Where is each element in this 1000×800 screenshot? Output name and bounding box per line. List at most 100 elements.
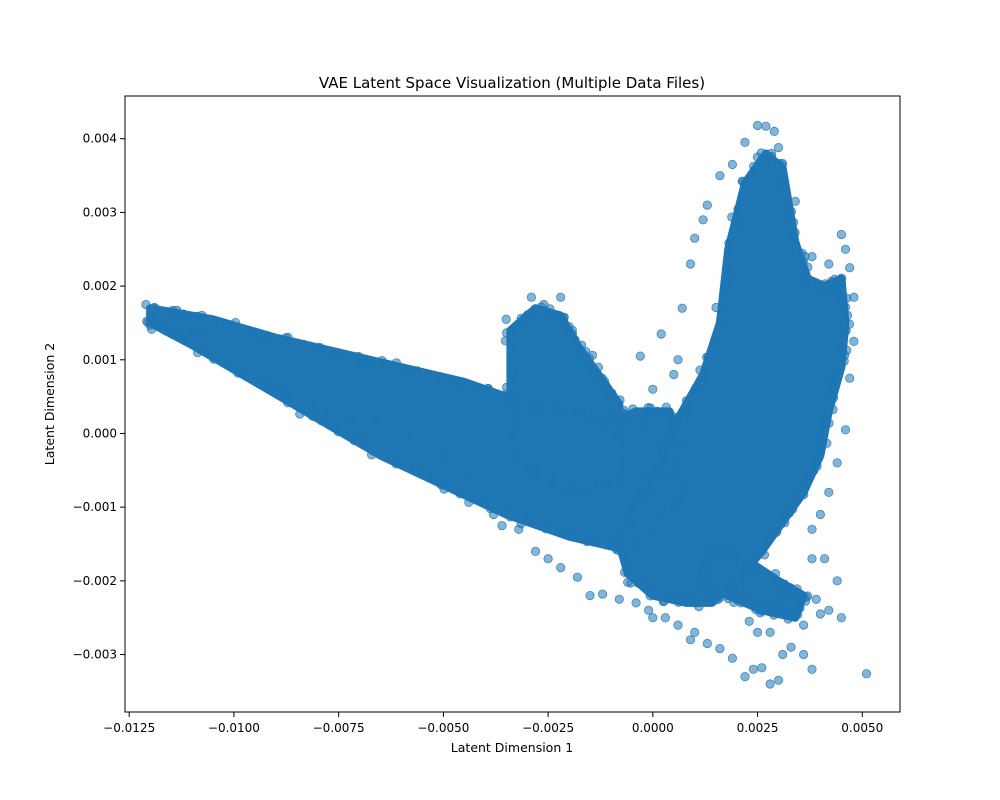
scatter-point bbox=[702, 638, 712, 649]
x-axis-label: Latent Dimension 1 bbox=[451, 740, 573, 755]
scatter-point bbox=[255, 332, 265, 342]
scatter-point bbox=[781, 195, 792, 206]
scatter-point bbox=[470, 382, 480, 392]
scatter-point bbox=[588, 413, 598, 423]
scatter-point bbox=[786, 234, 796, 244]
scatter-point bbox=[405, 432, 415, 442]
scatter-point bbox=[621, 512, 632, 522]
scatter-point bbox=[798, 481, 808, 492]
scatter-point bbox=[501, 505, 512, 516]
scatter-point bbox=[668, 501, 679, 511]
scatter-point bbox=[824, 605, 834, 615]
scatter-point bbox=[314, 342, 325, 352]
scatter-point bbox=[209, 354, 219, 364]
scatter-point bbox=[283, 332, 293, 342]
scatter-point bbox=[501, 314, 511, 324]
scatter-point bbox=[584, 353, 594, 364]
scatter-point bbox=[582, 536, 592, 547]
scatter-point bbox=[833, 290, 843, 300]
scatter-point bbox=[554, 405, 565, 415]
scatter-point bbox=[840, 425, 851, 435]
scatter-point bbox=[530, 546, 541, 557]
scatter-points bbox=[141, 120, 872, 689]
scatter-point bbox=[640, 489, 650, 500]
scatter-point bbox=[501, 382, 512, 392]
scatter-point bbox=[737, 574, 747, 585]
scatter-point bbox=[567, 531, 578, 541]
scatter-point bbox=[815, 609, 826, 619]
scatter-point bbox=[616, 537, 626, 547]
scatter-point bbox=[583, 486, 593, 496]
scatter-point bbox=[768, 529, 778, 539]
scatter-point bbox=[615, 395, 625, 405]
scatter-point bbox=[803, 262, 813, 272]
scatter-point bbox=[832, 576, 842, 586]
scatter-point bbox=[720, 284, 731, 294]
scatter-point bbox=[786, 642, 796, 652]
scatter-point bbox=[724, 238, 734, 248]
scatter-point bbox=[773, 594, 784, 604]
scatter-point bbox=[643, 605, 654, 615]
scatter-point bbox=[727, 159, 738, 170]
scatter-point bbox=[658, 596, 668, 607]
scatter-point bbox=[733, 204, 743, 214]
scatter-point bbox=[612, 431, 622, 441]
scatter-point bbox=[543, 521, 554, 531]
scatter-point bbox=[681, 436, 692, 446]
scatter-point bbox=[824, 418, 834, 428]
scatter-point bbox=[849, 292, 859, 302]
scatter-point bbox=[534, 399, 544, 410]
scatter-point bbox=[628, 404, 638, 414]
x-tick-label: 0.0050 bbox=[841, 721, 883, 735]
scatter-point bbox=[559, 312, 569, 322]
scatter-point bbox=[824, 259, 834, 269]
scatter-point bbox=[425, 472, 435, 482]
scatter-point bbox=[510, 448, 521, 458]
scatter-point bbox=[648, 613, 658, 623]
scatter-point bbox=[765, 627, 775, 638]
scatter-point bbox=[824, 487, 834, 497]
scatter-point bbox=[679, 482, 690, 492]
scatter-point bbox=[619, 436, 629, 446]
scatter-point bbox=[673, 355, 683, 365]
scatter-point bbox=[230, 317, 241, 328]
scatter-point bbox=[799, 489, 809, 500]
x-tick-label: −0.0050 bbox=[417, 721, 469, 735]
scatter-point bbox=[593, 362, 604, 372]
scatter-point bbox=[736, 598, 746, 608]
scatter-point bbox=[548, 479, 558, 489]
scatter-point bbox=[455, 489, 465, 499]
scatter-point bbox=[694, 384, 704, 394]
scatter-point bbox=[724, 248, 735, 258]
scatter-point bbox=[508, 327, 518, 337]
scatter-point bbox=[660, 613, 671, 623]
scatter-point bbox=[321, 406, 331, 416]
scatter-point bbox=[811, 594, 821, 604]
scatter-point bbox=[263, 380, 273, 390]
scatter-point bbox=[765, 679, 775, 689]
scatter-point bbox=[507, 429, 517, 439]
scatter-point bbox=[449, 378, 459, 389]
scatter-point bbox=[500, 336, 510, 346]
scatter-point bbox=[738, 176, 748, 186]
scatter-point bbox=[660, 473, 671, 483]
scatter-point bbox=[836, 229, 847, 240]
scatter-point bbox=[815, 435, 825, 445]
scatter-point bbox=[685, 635, 696, 645]
scatter-point bbox=[409, 465, 419, 475]
scatter-point bbox=[685, 259, 696, 269]
scatter-point bbox=[619, 405, 629, 415]
scatter-point bbox=[480, 495, 490, 505]
scatter-point bbox=[711, 334, 722, 344]
scatter-point bbox=[771, 577, 781, 587]
scatter-point bbox=[756, 148, 766, 158]
scatter-point bbox=[715, 643, 725, 654]
scatter-point bbox=[718, 318, 729, 328]
scatter-point bbox=[727, 212, 737, 222]
scatter-point bbox=[187, 325, 197, 335]
scatter-point bbox=[798, 620, 809, 630]
scatter-point bbox=[488, 509, 499, 520]
scatter-point bbox=[514, 393, 524, 404]
scatter-point bbox=[769, 126, 779, 136]
